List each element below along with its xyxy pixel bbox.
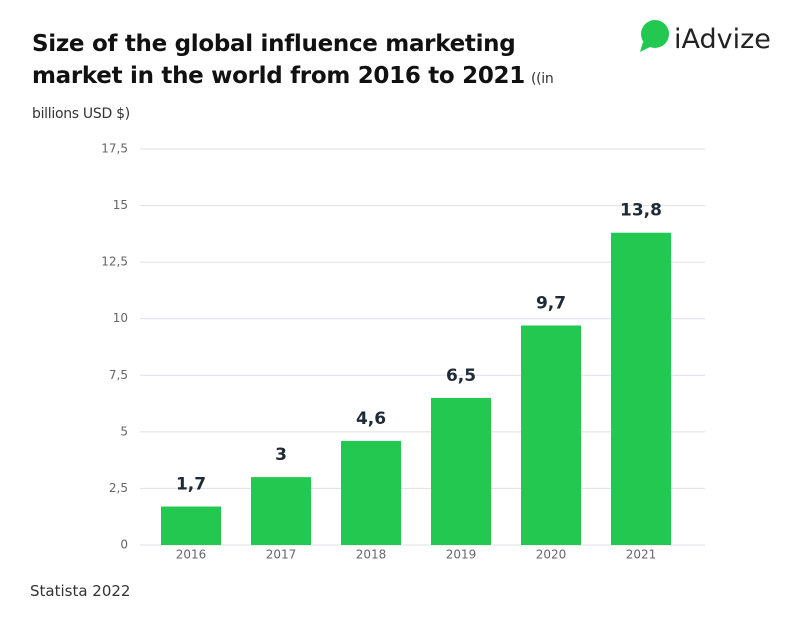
y-tick-label: 10 [113,311,128,325]
x-tick-label: 2021 [626,548,657,562]
bar [431,397,491,545]
value-label: 3 [275,445,287,465]
value-label: 4,6 [356,409,386,429]
chart-subtitle: ((in billions USD $) [32,71,554,122]
x-tick-label: 2017 [266,548,297,562]
bar [251,477,311,545]
x-tick-label: 2020 [536,548,567,562]
y-tick-label: 0 [120,538,128,552]
brand: iAdvize [674,24,771,55]
y-tick-label: 12,5 [101,255,128,269]
x-tick-label: 2019 [446,548,477,562]
bar [521,325,581,545]
value-label: 1,7 [176,475,206,495]
y-tick-label: 17,5 [101,142,128,156]
chart-title: Size of the global influence marketing m… [32,31,525,89]
y-tick-label: 15 [113,198,128,212]
value-label: 6,5 [446,366,476,386]
y-tick-label: 7,5 [109,368,128,382]
y-tick-label: 2,5 [109,481,128,495]
x-tick-label: 2018 [356,548,387,562]
y-tick-label: 5 [120,424,128,438]
value-label: 13,8 [620,201,662,221]
x-tick-label: 2016 [176,548,207,562]
value-label: 9,7 [536,294,566,314]
bar [611,232,671,545]
logo-icon [640,20,669,52]
bar [341,440,401,545]
source: Statista 2022 [30,582,131,600]
title-block: Size of the global influence marketing m… [32,28,592,130]
bar [161,506,221,545]
